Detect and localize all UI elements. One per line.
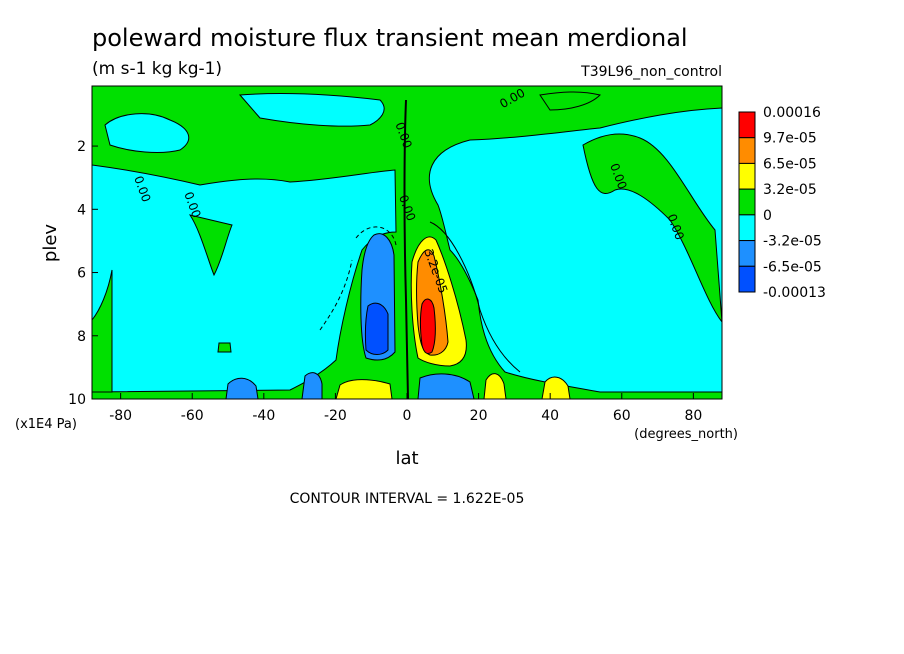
field-negative-upper-mid [238, 93, 385, 127]
y-axis: 2 4 6 8 10 [68, 139, 98, 408]
colorbar-label: -3.2e-05 [763, 234, 822, 250]
dataset-label: T39L96_non_control [580, 64, 722, 80]
field-positive-max [420, 298, 436, 354]
chart-title: poleward moisture flux transient mean me… [92, 24, 688, 52]
x-tick-label: 60 [613, 408, 631, 424]
x-tick-label: 40 [541, 408, 559, 424]
field-positive-strip-right [582, 133, 722, 323]
colorbar-swatch [738, 265, 756, 293]
colorbar-swatch [738, 214, 756, 242]
colorbar-label: -0.00013 [763, 285, 826, 301]
x-axis-title: lat [395, 448, 418, 469]
colorbar-label: -6.5e-05 [763, 259, 822, 275]
zero-contour-equator [403, 99, 409, 399]
x-tick-label: 80 [684, 408, 702, 424]
x-tick-label: -80 [109, 408, 132, 424]
colorbar-swatch [738, 137, 756, 164]
field-negative-left [92, 164, 397, 393]
y-axis-units: (x1E4 Pa) [15, 417, 77, 432]
field-negative-max [364, 302, 389, 355]
plot-area [92, 86, 722, 399]
colorbar-label: 6.5e-05 [763, 156, 817, 172]
x-tick-label: 0 [403, 408, 412, 424]
colorbar-swatch [738, 240, 756, 267]
y-tick-label: 8 [77, 329, 86, 345]
field-positive-lower-left [335, 379, 393, 399]
colorbar-swatch [738, 162, 756, 190]
field-negative-lower-blue-b [301, 372, 323, 399]
contour-line-dashed-b [319, 259, 353, 331]
field-negative-lower-blue-a [225, 377, 259, 399]
field-positive-lower-right-b [541, 376, 571, 399]
x-tick-label: -20 [324, 408, 347, 424]
colorbar-legend: 0.00016 9.7e-05 6.5e-05 3.2e-05 0 -3.2e-05 -6.… [738, 105, 826, 301]
colorbar-swatch [738, 111, 756, 139]
colorbar-label: 0.00016 [763, 105, 821, 121]
contour-line-solid-a [429, 221, 521, 373]
colorbar-label: 0 [763, 208, 772, 224]
field-negative-upper-left [104, 113, 190, 153]
contour-interval-note: CONTOUR INTERVAL = 1.622E-05 [290, 491, 525, 507]
field-positive-top-right [539, 91, 601, 111]
colorbar-swatch [738, 188, 756, 216]
field-positive-bump-left [188, 214, 233, 277]
y-axis-title: plev [40, 224, 61, 263]
x-tick-label: -60 [181, 408, 204, 424]
y-tick-label: 6 [77, 266, 86, 282]
field-positive-strip-left [92, 269, 113, 393]
x-axis-units: (degrees_north) [634, 427, 738, 442]
y-tick-label: 10 [68, 392, 86, 408]
colorbar-label: 3.2e-05 [763, 182, 817, 198]
units-label: (m s-1 kg kg-1) [92, 59, 222, 79]
colorbar-label: 9.7e-05 [763, 131, 817, 147]
y-tick-label: 2 [77, 139, 86, 155]
field-negative-lower-blue-c [417, 373, 475, 399]
x-tick-label: -40 [252, 408, 275, 424]
x-axis: -80 -60 -40 -20 0 20 40 60 80 [109, 393, 702, 424]
field-positive-lower-right-a [483, 373, 507, 399]
y-tick-label: 4 [77, 202, 86, 218]
field-positive-dot [217, 342, 232, 353]
x-tick-label: 20 [470, 408, 488, 424]
